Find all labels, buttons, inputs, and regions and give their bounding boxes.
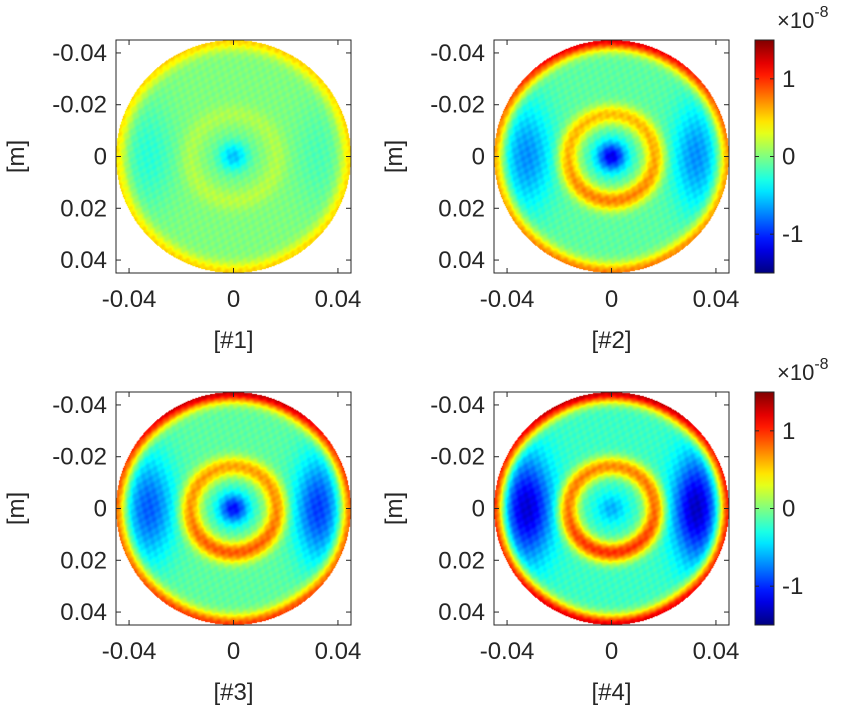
heatmap-panel-4: -0.04 0 0.04 -0.04 -0.02 0 0.02 0.04 [#4] [m] (381, 391, 740, 706)
x-tick-label: 0 (227, 286, 240, 313)
x-tick-label: 0 (605, 286, 618, 313)
x-tick-label: 0 (227, 638, 240, 665)
x-tick-label: 0.04 (315, 286, 362, 313)
y-axis-label: [m] (381, 140, 408, 173)
colorbar-tick-label: 0 (782, 496, 795, 523)
colorbar-tick-label: 1 (782, 418, 795, 445)
y-tick-label: 0.04 (438, 247, 485, 274)
y-tick-label: 0 (472, 144, 485, 171)
x-tick-label: -0.04 (102, 286, 157, 313)
colorbar-multiplier: ×10-8 (777, 4, 829, 33)
y-tick-label: -0.04 (430, 392, 485, 419)
y-tick-label: -0.02 (430, 92, 485, 119)
y-tick-label: 0.04 (438, 599, 485, 626)
colorbar-multiplier-exponent: -8 (814, 4, 828, 21)
x-tick-label: 0.04 (315, 638, 362, 665)
x-axis-label: [#3] (213, 679, 253, 706)
y-axis-label: [m] (381, 492, 408, 525)
x-tick-label: -0.04 (102, 638, 157, 665)
y-tick-label: 0 (94, 144, 107, 171)
heatmap-panel-2: -0.04 0 0.04 -0.04 -0.02 0 0.02 0.04 [#2] [m] (381, 39, 740, 354)
y-axis-label: [m] (3, 140, 30, 173)
heatmap-panel-1: -0.04 0 0.04 -0.04 -0.02 0 0.02 0.04 [#1] [m] (3, 39, 362, 354)
y-axis-label: [m] (3, 492, 30, 525)
colorbar-multiplier-exponent: -8 (814, 356, 828, 373)
x-axis-label: [#4] (591, 679, 631, 706)
y-tick-label: -0.04 (52, 40, 107, 67)
x-tick-label: 0.04 (693, 286, 740, 313)
colorbar-multiplier-base: ×10 (777, 8, 814, 33)
y-tick-label: 0.02 (60, 195, 107, 222)
x-tick-label: -0.04 (480, 638, 535, 665)
y-tick-label: -0.02 (52, 444, 107, 471)
y-tick-label: -0.02 (52, 92, 107, 119)
colorbar-multiplier: ×10-8 (777, 356, 829, 385)
x-tick-label: 0 (605, 638, 618, 665)
y-tick-label: 0.02 (438, 195, 485, 222)
y-tick-label: 0.04 (60, 599, 107, 626)
heatmap-panel-3: -0.04 0 0.04 -0.04 -0.02 0 0.02 0.04 [#3] [m] (3, 391, 362, 706)
colorbar-tick-label: -1 (782, 573, 803, 600)
y-tick-label: 0.02 (438, 547, 485, 574)
colorbar-1: 1 0 -1 ×10-8 (754, 4, 829, 274)
y-tick-label: 0 (472, 496, 485, 523)
colorbar-tick-label: 1 (782, 66, 795, 93)
colorbar-tick-label: 0 (782, 144, 795, 171)
y-tick-label: 0 (94, 496, 107, 523)
x-tick-label: -0.04 (480, 286, 535, 313)
y-tick-label: -0.02 (430, 444, 485, 471)
colorbar-tick-label: -1 (782, 221, 803, 248)
y-tick-label: 0.02 (60, 547, 107, 574)
colorbar-2: 1 0 -1 ×10-8 (754, 356, 829, 626)
heatmap-image-4 (494, 392, 729, 625)
colorbar-multiplier-base: ×10 (777, 360, 814, 385)
y-tick-label: -0.04 (52, 392, 107, 419)
heatmap-image-3 (116, 392, 351, 625)
heatmap-image-2 (494, 40, 729, 273)
x-axis-label: [#2] (591, 327, 631, 354)
x-axis-label: [#1] (213, 327, 253, 354)
y-tick-label: -0.04 (430, 40, 485, 67)
x-tick-label: 0.04 (693, 638, 740, 665)
y-tick-label: 0.04 (60, 247, 107, 274)
heatmap-image-1 (116, 40, 351, 273)
